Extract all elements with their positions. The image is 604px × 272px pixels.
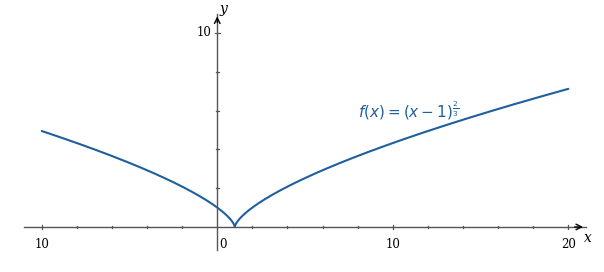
Text: 10: 10 (385, 238, 400, 251)
Text: 10: 10 (34, 238, 49, 251)
Text: x: x (584, 231, 592, 245)
Text: 0: 0 (219, 238, 226, 251)
Text: $f(x) = (x-1)^{\frac{2}{3}}$: $f(x) = (x-1)^{\frac{2}{3}}$ (358, 99, 459, 122)
Text: y: y (219, 2, 227, 16)
Text: 10: 10 (196, 26, 211, 39)
Text: 20: 20 (561, 238, 576, 251)
